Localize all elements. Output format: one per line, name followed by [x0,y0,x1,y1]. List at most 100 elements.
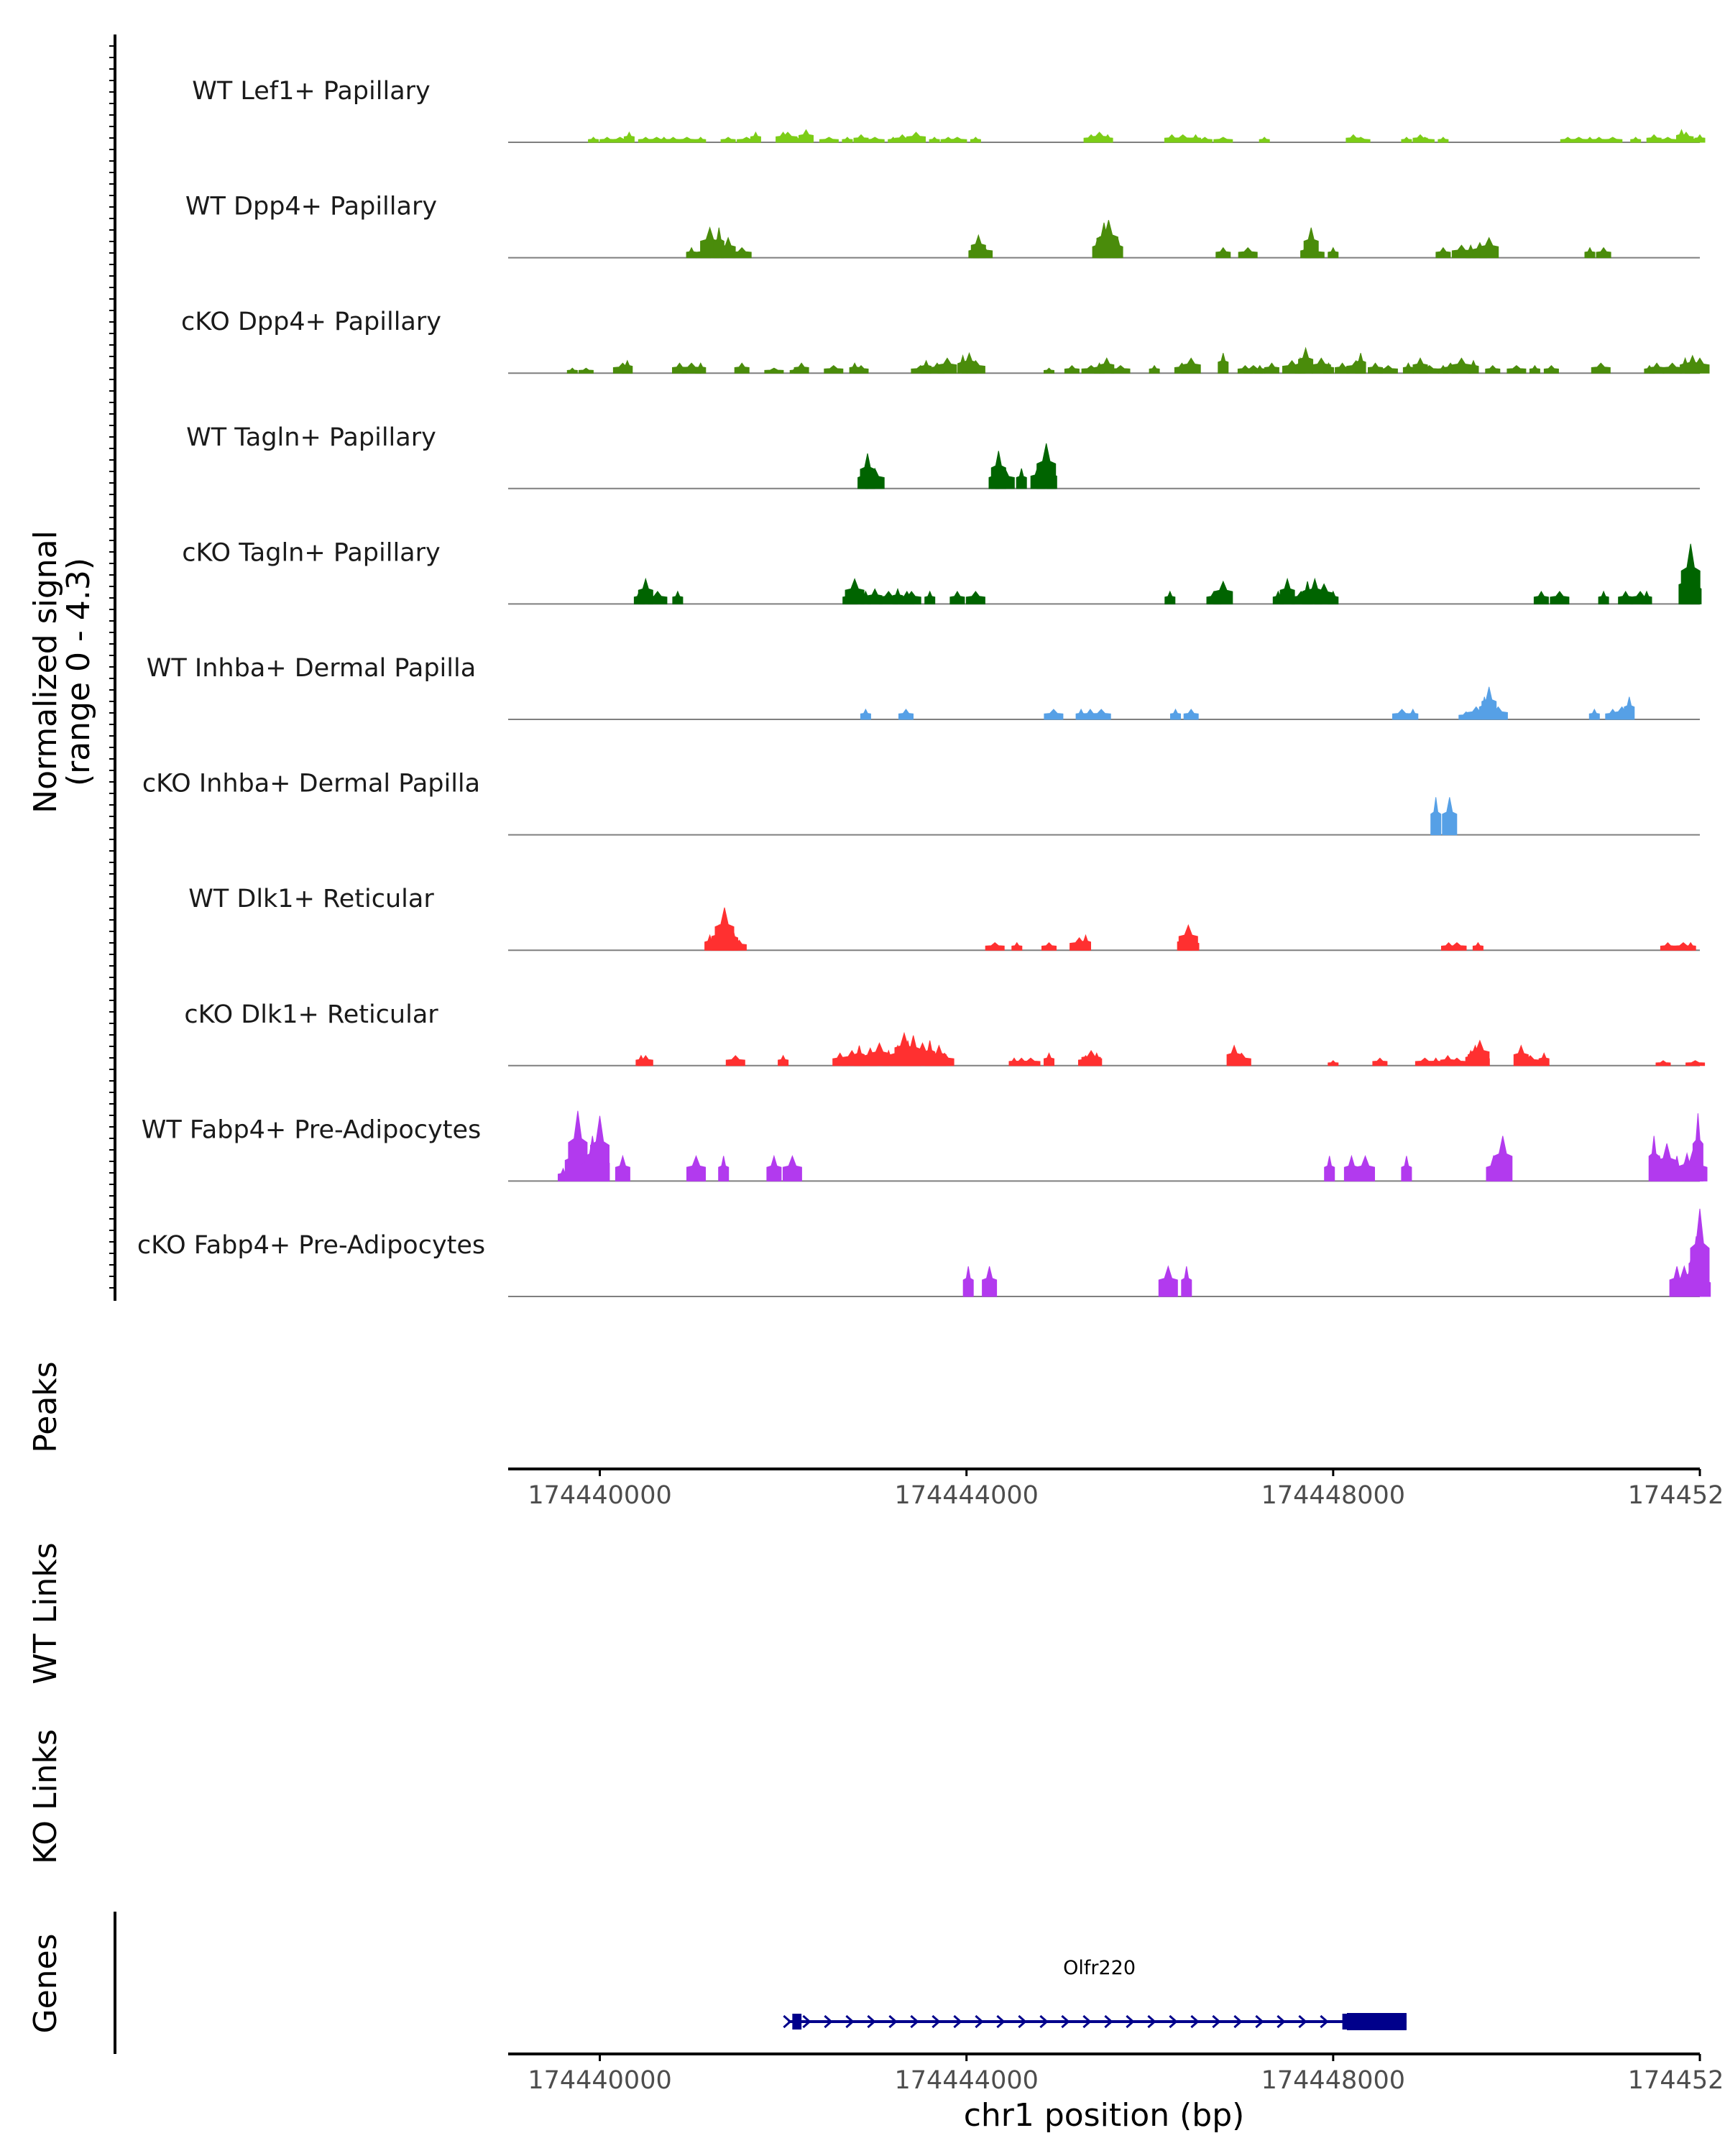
track-label: WT Fabp4+ Pre-Adipocytes [142,1115,481,1144]
track-label: WT Lef1+ Papillary [192,77,431,106]
x-tick-label: 174440000 [528,1481,671,1510]
track-label: cKO Dlk1+ Reticular [184,1000,438,1029]
coverage-peak [622,359,633,374]
coverage-peak [947,137,967,143]
strand-arrow [1082,2014,1092,2029]
coverage-track: cKO Inhba+ Dermal Papilla [142,770,1700,836]
coverage-peak [1264,362,1279,374]
coverage-peak [1238,247,1258,259]
coverage-peak [1550,591,1570,604]
coverage-peak [1660,941,1675,951]
coverage-track: cKO Dlk1+ Reticular [184,1000,1706,1067]
coverage-peak [720,137,736,143]
coverage-peak [1641,590,1652,604]
coverage-peak [734,362,750,374]
coverage-peak [1529,364,1540,374]
coverage-peak [1401,1156,1412,1181]
coverage-peak [1351,137,1371,143]
coverage-peak [1183,709,1199,720]
coverage-peak [1694,134,1706,143]
strand-arrow [1212,2014,1221,2029]
coverage-peak [1356,1155,1375,1181]
coverage-peak [901,591,921,604]
coverage-peak [578,367,594,374]
coverage-peak [566,367,578,374]
coverage-peak [638,1054,653,1067]
coverage-peak [1197,137,1213,143]
track-label: cKO Fabp4+ Pre-Adipocytes [137,1231,485,1260]
coverage-peak [1584,247,1596,259]
coverage-peak [1021,1057,1041,1067]
coverage-peak [1685,1060,1706,1067]
coverage-peak [1662,362,1683,374]
strand-arrow [910,2014,919,2029]
coverage-peak [1442,797,1458,836]
coverage-track: WT Inhba+ Dermal Papilla [147,654,1700,720]
coverage-peak [1188,936,1200,951]
bottom-x-axis: 174440000 174444000 174448000 174452000 [508,2053,1725,2095]
coverage-peak [1485,364,1501,374]
strand-arrow [1126,2014,1135,2029]
strand-arrow [1061,2014,1070,2029]
coverage-peak [1305,247,1325,259]
coverage-peak [1598,590,1609,604]
coverage-peak [1414,137,1435,143]
coverage-peak [1543,364,1559,374]
coverage-peak [764,367,784,374]
strand-arrow [845,2014,855,2029]
coverage-peak [1468,359,1479,374]
coverage-peak [865,137,885,143]
coverage-peak [1231,1052,1251,1067]
coverage-peak [750,131,761,143]
coverage-ylabel: Normalized signal [27,530,64,814]
x-tick-label: 174452000 [1628,2066,1725,2095]
bottom-x-ticks: 174440000 174444000 174448000 174452000 [528,2054,1725,2095]
coverage-peak [1692,1154,1708,1181]
track-label: WT Dpp4+ Papillary [185,193,437,221]
coverage-peak [1506,365,1527,374]
coverage-peak [965,359,985,374]
coverage-peak [782,1155,802,1181]
coverage-peak [1533,591,1549,604]
coverage-peak [970,137,981,143]
coverage-peak [731,939,747,951]
x-tick-label: 174440000 [528,2066,671,2095]
track-label: cKO Inhba+ Dermal Papilla [142,770,480,798]
coverage-peak [929,137,940,143]
coverage-peak [1378,365,1398,374]
coverage-peak [1328,247,1339,259]
coverage-peak [982,1266,998,1297]
genes-panel-label: Genes [27,1933,64,2033]
gene-exon [792,2014,802,2030]
coverage-peak [599,1148,610,1181]
coverage-track: WT Dpp4+ Papillary [185,193,1700,259]
coverage-peak [1355,353,1366,374]
coverage-peak [1011,941,1023,951]
x-tick-label: 174448000 [1261,2066,1405,2095]
strand-arrow [932,2014,941,2029]
coverage-track: WT Tagln+ Papillary [186,423,1700,489]
coverage-peak [1478,1052,1490,1067]
x-tick-label: 174452000 [1628,1481,1725,1510]
coverage-peak [1149,364,1160,374]
coverage-peak [1181,357,1201,374]
coverage-peak [819,137,839,143]
gene-track: Olfr220 [783,1957,1407,2030]
coverage-track: WT Fabp4+ Pre-Adipocytes [142,1110,1708,1182]
track-label: WT Dlk1+ Reticular [188,885,434,913]
coverage-peak [1164,590,1176,604]
strand-arrow [1298,2014,1307,2029]
coverage-tracks: WT Lef1+ Papillary WT Dpp4+ Papillary cKO … [137,77,1711,1297]
coverage-track: WT Dlk1+ Reticular [188,885,1700,952]
coverage-peak [1603,137,1623,143]
coverage-peak [1218,353,1229,374]
coverage-peak [995,467,1015,489]
coverage-peak [725,1055,745,1067]
coverage-peak [860,708,871,720]
coverage-peak [623,131,635,143]
coverage-peak [934,1052,954,1067]
track-label: WT Tagln+ Papillary [186,423,436,452]
coverage-peak [1402,362,1414,374]
coverage-peak [1324,1156,1335,1181]
